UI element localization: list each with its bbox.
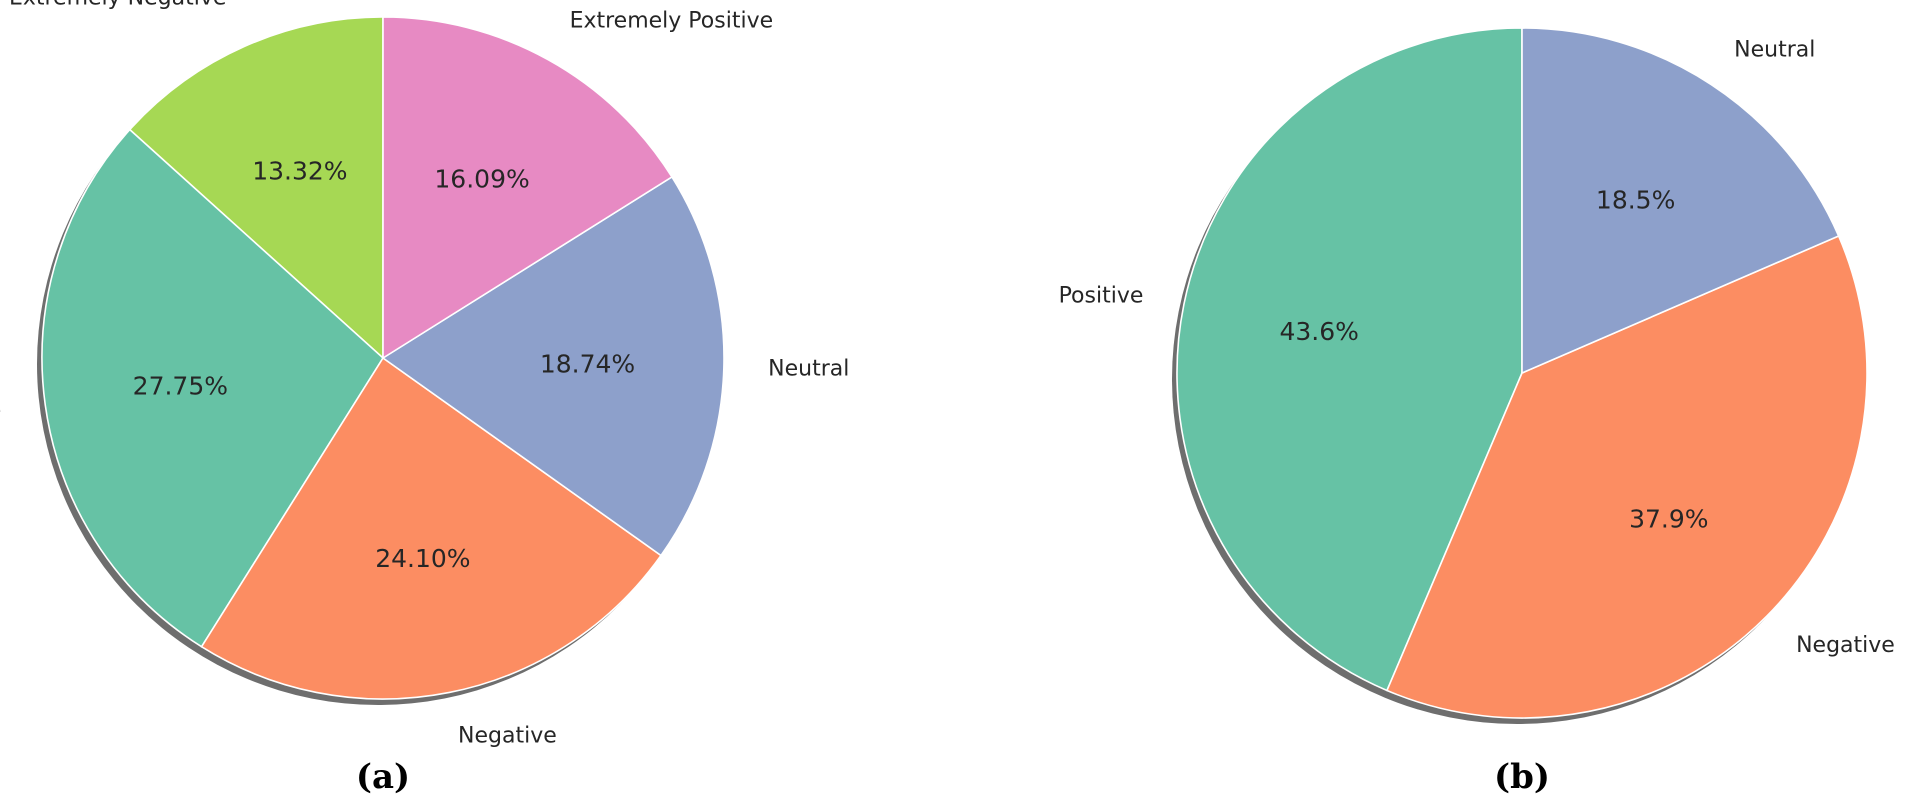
pie-category-label-positive: Positive [1059, 283, 1144, 308]
pie-slice-neutral [381, 175, 725, 557]
pie-category-label-negative: Negative [458, 723, 557, 748]
pie-slice-neutral [1521, 27, 1840, 375]
pie-value-label-neutral: 18.74% [540, 349, 635, 378]
pie-value-label-neutral: 18.5% [1596, 185, 1675, 214]
pie-value-label-extremely-negative: 13.32% [252, 157, 347, 186]
pie-value-label-negative: 24.10% [375, 544, 470, 573]
panel-caption-a: (a) [356, 757, 410, 797]
pie-chart-a: 13.32% Extremely Negative 27.75% Positive 24… [0, 0, 849, 748]
panel-caption-b: (b) [1494, 757, 1550, 797]
pie-chart-b: 43.6% Positive 37.9% Negative 18.5% Neutral [1059, 27, 1895, 724]
pie-slice-extremely-negative [128, 16, 384, 360]
pie-category-label-extremely-negative: Extremely Negative [9, 0, 226, 10]
pie-value-label-positive: 43.6% [1279, 317, 1358, 346]
pie-category-label-positive: Positive [0, 398, 1, 423]
pie-value-label-negative: 37.9% [1629, 504, 1708, 533]
pie-category-label-negative: Negative [1796, 633, 1895, 658]
pie-slice-extremely-positive [382, 16, 674, 360]
pie-slice-positive [41, 128, 385, 648]
pie-value-label-extremely-positive: 16.09% [434, 164, 529, 193]
pie-slice-negative [200, 356, 663, 700]
pie-slice-negative [1385, 234, 1868, 719]
pie-category-label-neutral: Neutral [768, 357, 849, 382]
pie-value-label-positive: 27.75% [133, 372, 228, 401]
pie-slice-positive [1176, 27, 1523, 692]
pie-category-label-neutral: Neutral [1734, 38, 1815, 63]
pie-category-label-extremely-positive: Extremely Positive [570, 8, 774, 33]
